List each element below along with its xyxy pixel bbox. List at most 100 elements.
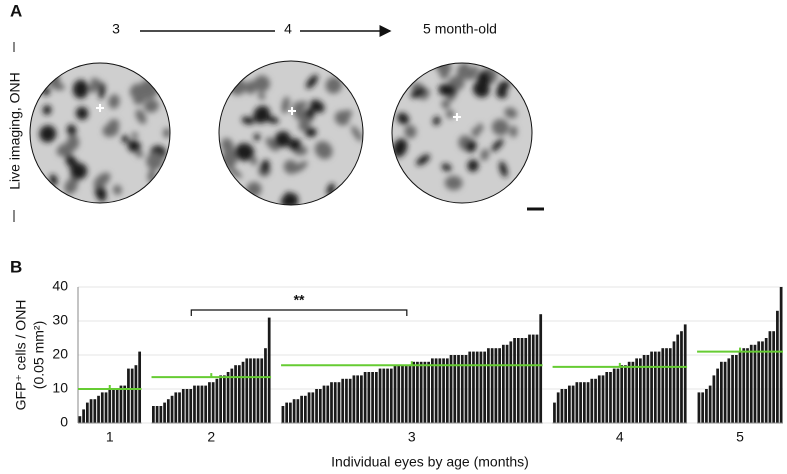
bar (181, 389, 185, 423)
bar (701, 392, 705, 423)
significance-bracket (190, 309, 408, 316)
blob (491, 138, 504, 152)
bar (249, 358, 252, 423)
bar (746, 348, 749, 423)
blob (72, 79, 89, 99)
blob (471, 127, 480, 138)
image (219, 61, 363, 205)
blob (416, 154, 430, 166)
bar (520, 338, 524, 423)
blob (234, 143, 255, 161)
bar (560, 389, 564, 423)
timepoint: 3 (112, 21, 120, 37)
bar (115, 389, 119, 423)
image (392, 63, 532, 203)
blob (441, 163, 452, 172)
bar (505, 344, 509, 423)
bar (318, 389, 322, 423)
bar (152, 406, 155, 423)
bar (650, 351, 653, 423)
bar (590, 378, 594, 423)
bar (753, 344, 757, 423)
bar (333, 382, 337, 423)
x-tick-label: 4 (616, 429, 624, 445)
bar (524, 338, 528, 423)
bar (296, 399, 300, 423)
blob (499, 161, 508, 178)
bar (483, 351, 487, 423)
blob (434, 63, 452, 75)
x-tick-label: 2 (207, 429, 215, 445)
blob (351, 125, 363, 142)
bar (130, 368, 134, 423)
blob (476, 70, 491, 89)
blob (260, 159, 270, 174)
bar (535, 334, 539, 423)
bar (315, 389, 318, 423)
cross (288, 107, 296, 115)
bar (594, 378, 597, 423)
blob (162, 128, 170, 139)
bar (307, 392, 311, 423)
bar (539, 314, 543, 423)
bar (742, 348, 746, 423)
bar (330, 382, 333, 423)
x-tick-label: 3 (408, 429, 416, 445)
blob (441, 99, 450, 110)
bar (475, 351, 479, 423)
blob (444, 175, 463, 191)
bar (196, 385, 200, 423)
bar (378, 368, 382, 423)
blob (146, 152, 164, 170)
blob (94, 183, 107, 202)
bar (680, 331, 683, 423)
bar (234, 365, 237, 423)
bar (289, 402, 292, 423)
bar (668, 348, 672, 423)
bar (776, 310, 779, 423)
bar (501, 344, 505, 423)
image-border (29, 62, 171, 204)
bar (260, 358, 264, 423)
bar (352, 375, 356, 423)
bar (757, 341, 761, 423)
bar (89, 399, 93, 423)
blob (127, 139, 141, 153)
bar (779, 287, 783, 423)
bar (453, 355, 457, 423)
bar (575, 382, 579, 423)
bar (738, 351, 742, 423)
bar (134, 365, 138, 423)
bar (665, 348, 668, 423)
bar (371, 372, 374, 423)
blob (112, 184, 122, 195)
bar (479, 351, 483, 423)
bar (672, 341, 676, 423)
blob (131, 132, 139, 139)
blob (75, 106, 89, 120)
bar (586, 382, 590, 423)
bar (163, 402, 166, 423)
bar (472, 351, 475, 423)
blob (491, 118, 509, 136)
bar (226, 372, 230, 423)
blob (432, 116, 441, 126)
bar (438, 358, 442, 423)
blob (476, 123, 484, 132)
bar (200, 385, 204, 423)
y-tick-label: 30 (52, 312, 68, 328)
bar (490, 348, 494, 423)
blob (397, 112, 410, 125)
blob (241, 116, 255, 125)
blob (133, 93, 147, 105)
bar (208, 382, 211, 423)
bar (676, 334, 680, 423)
bar (609, 372, 612, 423)
x-tick-label: 1 (106, 429, 114, 445)
bar (661, 348, 665, 423)
bar (616, 368, 620, 423)
blob (404, 124, 417, 139)
bar (419, 361, 423, 423)
blob (509, 125, 518, 138)
bar (653, 351, 657, 423)
